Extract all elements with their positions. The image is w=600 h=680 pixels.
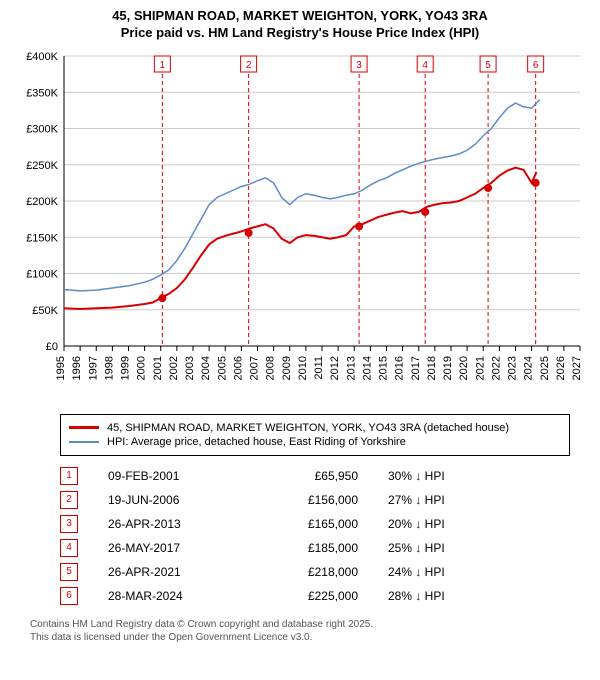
legend-item-property: 45, SHIPMAN ROAD, MARKET WEIGHTON, YORK,… xyxy=(69,421,561,435)
svg-text:1997: 1997 xyxy=(87,356,99,380)
svg-text:2006: 2006 xyxy=(232,356,244,380)
footer: Contains HM Land Registry data © Crown c… xyxy=(0,614,600,652)
sale-marker-icon: 2 xyxy=(60,491,78,509)
page-container: 45, SHIPMAN ROAD, MARKET WEIGHTON, YORK,… xyxy=(0,0,600,652)
sale-date: 26-MAY-2017 xyxy=(108,541,248,555)
legend-item-hpi: HPI: Average price, detached house, East… xyxy=(69,435,561,449)
svg-text:1998: 1998 xyxy=(103,356,115,380)
sale-pct: 20% ↓ HPI xyxy=(388,517,508,531)
sale-price: £225,000 xyxy=(248,589,388,603)
svg-text:2012: 2012 xyxy=(329,356,341,380)
svg-text:2024: 2024 xyxy=(523,356,535,380)
sale-price: £165,000 xyxy=(248,517,388,531)
svg-text:2020: 2020 xyxy=(458,356,470,380)
svg-text:2025: 2025 xyxy=(539,356,551,380)
svg-text:2021: 2021 xyxy=(474,356,486,380)
svg-text:2016: 2016 xyxy=(394,356,406,380)
svg-text:£50K: £50K xyxy=(32,305,58,317)
sale-price: £156,000 xyxy=(248,493,388,507)
svg-text:1: 1 xyxy=(160,60,166,71)
svg-text:2027: 2027 xyxy=(571,356,583,380)
sale-marker-icon: 6 xyxy=(60,587,78,605)
sale-pct: 28% ↓ HPI xyxy=(388,589,508,603)
sale-price: £65,950 xyxy=(248,469,388,483)
sale-marker-icon: 1 xyxy=(60,467,78,485)
svg-text:1996: 1996 xyxy=(71,356,83,380)
sales-table: 1 09-FEB-2001£65,95030% ↓ HPI 2 19-JUN-2006… xyxy=(60,464,570,608)
svg-text:£200K: £200K xyxy=(26,196,58,208)
svg-text:£400K: £400K xyxy=(26,51,58,63)
svg-text:2010: 2010 xyxy=(297,356,309,380)
svg-text:2: 2 xyxy=(246,60,252,71)
sale-pct: 27% ↓ HPI xyxy=(388,493,508,507)
title-line-1: 45, SHIPMAN ROAD, MARKET WEIGHTON, YORK,… xyxy=(10,8,590,25)
legend-label-property: 45, SHIPMAN ROAD, MARKET WEIGHTON, YORK,… xyxy=(107,422,509,434)
sales-row: 6 28-MAR-2024£225,00028% ↓ HPI xyxy=(60,584,570,608)
sale-date: 28-MAR-2024 xyxy=(108,589,248,603)
svg-text:2000: 2000 xyxy=(136,356,148,380)
sale-date: 26-APR-2021 xyxy=(108,565,248,579)
svg-text:2003: 2003 xyxy=(184,356,196,380)
legend: 45, SHIPMAN ROAD, MARKET WEIGHTON, YORK,… xyxy=(60,414,570,456)
svg-text:£300K: £300K xyxy=(26,123,58,135)
footer-line-1: Contains HM Land Registry data © Crown c… xyxy=(30,618,590,631)
sale-date: 19-JUN-2006 xyxy=(108,493,248,507)
sales-row: 2 19-JUN-2006£156,00027% ↓ HPI xyxy=(60,488,570,512)
svg-text:£0: £0 xyxy=(46,341,58,353)
footer-line-2: This data is licensed under the Open Gov… xyxy=(30,631,590,644)
chart-area: £0 £50K £100K £150K £200K £250K £300K £350K £400… xyxy=(10,46,590,406)
svg-text:2008: 2008 xyxy=(265,356,277,380)
svg-text:3: 3 xyxy=(356,60,362,71)
legend-swatch-hpi xyxy=(69,441,99,443)
svg-text:2026: 2026 xyxy=(555,356,567,380)
sale-date: 26-APR-2013 xyxy=(108,517,248,531)
svg-text:£150K: £150K xyxy=(26,232,58,244)
svg-text:2005: 2005 xyxy=(216,356,228,380)
title-line-2: Price paid vs. HM Land Registry's House … xyxy=(10,25,590,42)
svg-text:4: 4 xyxy=(422,60,428,71)
price-chart: £0 £50K £100K £150K £200K £250K £300K £350K £400… xyxy=(10,46,590,406)
sale-price: £218,000 xyxy=(248,565,388,579)
sale-price: £185,000 xyxy=(248,541,388,555)
svg-text:5: 5 xyxy=(485,60,491,71)
svg-text:2018: 2018 xyxy=(426,356,438,380)
legend-label-hpi: HPI: Average price, detached house, East… xyxy=(107,436,406,448)
svg-text:2011: 2011 xyxy=(313,356,325,380)
svg-text:2004: 2004 xyxy=(200,356,212,380)
sale-marker-icon: 4 xyxy=(60,539,78,557)
svg-text:2023: 2023 xyxy=(507,356,519,380)
svg-text:2019: 2019 xyxy=(442,356,454,380)
svg-text:1995: 1995 xyxy=(55,356,67,380)
sales-row: 4 26-MAY-2017£185,00025% ↓ HPI xyxy=(60,536,570,560)
svg-text:2013: 2013 xyxy=(345,356,357,380)
svg-text:2015: 2015 xyxy=(378,356,390,380)
svg-text:£250K: £250K xyxy=(26,160,58,172)
sales-row: 1 09-FEB-2001£65,95030% ↓ HPI xyxy=(60,464,570,488)
sale-marker-icon: 3 xyxy=(60,515,78,533)
sale-date: 09-FEB-2001 xyxy=(108,469,248,483)
svg-text:2022: 2022 xyxy=(490,356,502,380)
svg-text:2007: 2007 xyxy=(249,356,261,380)
sale-pct: 24% ↓ HPI xyxy=(388,565,508,579)
svg-text:2009: 2009 xyxy=(281,356,293,380)
svg-text:£350K: £350K xyxy=(26,87,58,99)
sales-row: 3 26-APR-2013£165,00020% ↓ HPI xyxy=(60,512,570,536)
svg-text:2001: 2001 xyxy=(152,356,164,380)
svg-text:1999: 1999 xyxy=(120,356,132,380)
svg-text:6: 6 xyxy=(533,60,539,71)
svg-text:2002: 2002 xyxy=(168,356,180,380)
sale-pct: 25% ↓ HPI xyxy=(388,541,508,555)
sale-marker-icon: 5 xyxy=(60,563,78,581)
svg-text:£100K: £100K xyxy=(26,268,58,280)
chart-title: 45, SHIPMAN ROAD, MARKET WEIGHTON, YORK,… xyxy=(0,0,600,46)
sales-row: 5 26-APR-2021£218,00024% ↓ HPI xyxy=(60,560,570,584)
legend-swatch-property xyxy=(69,426,99,429)
svg-text:2014: 2014 xyxy=(361,356,373,380)
svg-text:2017: 2017 xyxy=(410,356,422,380)
sale-pct: 30% ↓ HPI xyxy=(388,469,508,483)
